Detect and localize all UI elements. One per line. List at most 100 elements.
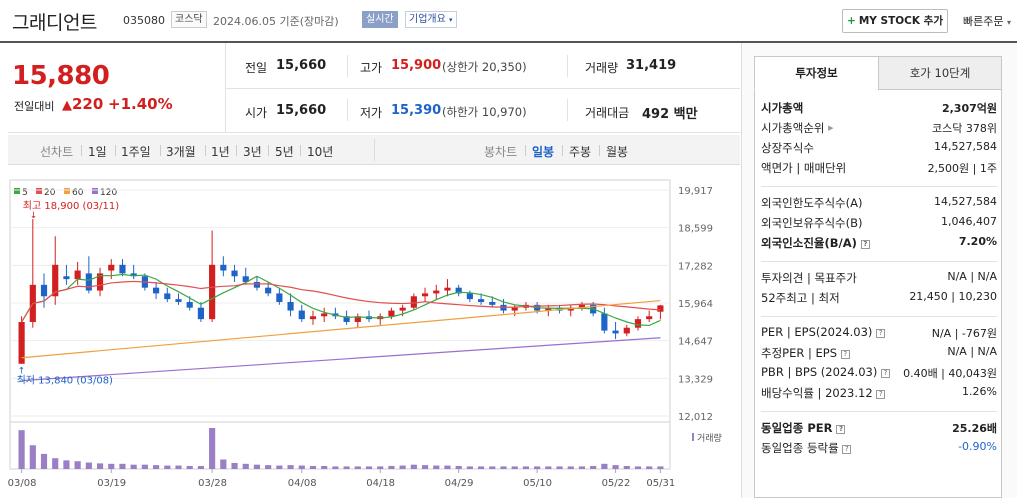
volume-bar: [455, 465, 462, 469]
period-5y[interactable]: 5년: [275, 145, 294, 159]
x-tick-label: 05/10: [523, 478, 552, 489]
legend-swatch: [14, 188, 20, 194]
volume-bar: [309, 465, 317, 469]
divider: [761, 261, 997, 262]
volume-bar: [164, 465, 171, 469]
info-key: 시가총액순위 ▶: [761, 120, 834, 136]
candle-body: [298, 310, 305, 320]
candle-daily[interactable]: 일봉: [532, 145, 555, 159]
candle-body: [242, 276, 249, 282]
candle-body: [63, 276, 70, 280]
volume-bar: [287, 465, 294, 469]
divider: [347, 55, 348, 77]
help-icon[interactable]: ?: [880, 369, 890, 378]
period-1d[interactable]: 1일: [88, 145, 107, 159]
up-triangle-icon: ▲: [62, 98, 72, 113]
company-overview-dropdown[interactable]: 기업개요 ▾: [405, 11, 457, 28]
volume-bar: [511, 466, 518, 469]
candle-body: [209, 264, 216, 320]
help-icon[interactable]: ?: [836, 425, 846, 434]
date-text: 2024.06.05 기준(장마감): [213, 15, 339, 28]
candle-chart-button[interactable]: 봉차트: [484, 145, 518, 159]
open-label: 시가: [245, 106, 268, 120]
info-key-text: 시가총액순위: [761, 121, 825, 135]
info-key: 배당수익률 | 2023.12 ?: [761, 385, 886, 401]
divider: [225, 88, 740, 89]
info-value: 14,527,584: [934, 140, 997, 153]
info-row-industry-change: 동일업종 등락률 ? -0.90%: [761, 440, 997, 458]
period-3y[interactable]: 3년: [243, 145, 262, 159]
period-10y[interactable]: 10년: [307, 145, 334, 159]
help-icon[interactable]: ?: [842, 445, 852, 454]
volume-value: 31,419: [626, 58, 677, 73]
info-value: 25.26배: [952, 422, 997, 435]
y-tick-label: 15,964: [678, 299, 713, 310]
tab-order-book[interactable]: 호가 10단계: [878, 56, 1002, 90]
tab-investment-info[interactable]: 투자정보: [754, 56, 879, 90]
candle-body: [74, 270, 81, 280]
candle-body: [96, 273, 104, 291]
divider: [347, 99, 348, 121]
info-key: 52주최고 | 최저: [761, 291, 840, 305]
volume-bar: [377, 466, 384, 469]
candle-body: [309, 316, 317, 320]
x-tick-label: 03/08: [8, 478, 36, 489]
info-key: 외국인보유주식수(B): [761, 216, 863, 230]
candle-body: [197, 307, 204, 320]
quick-order-label: 빠른주문: [963, 15, 1004, 28]
add-mystock-button[interactable]: + MY STOCK 추가: [842, 9, 948, 33]
candle-monthly[interactable]: 월봉: [606, 145, 629, 159]
divider: [160, 145, 161, 156]
stock-code: 035080: [123, 14, 165, 27]
volume-bar: [534, 466, 541, 469]
info-row-dividend: 배당수익률 | 2023.12 ? 1.26%: [761, 385, 997, 403]
volume-bar: [85, 462, 92, 469]
divider: [205, 145, 206, 156]
realtime-button[interactable]: 실시간: [362, 11, 398, 28]
volume-bar: [623, 465, 630, 469]
help-icon[interactable]: ?: [840, 350, 850, 359]
info-row-foreign-holding: 외국인보유주식수(B) 1,046,407: [761, 215, 997, 233]
candle-body: [646, 316, 653, 320]
period-1y[interactable]: 1년: [211, 145, 230, 159]
volume-bar: [52, 458, 59, 469]
line-chart-button[interactable]: 선차트: [40, 145, 74, 159]
chart-svg: 5 20 60 120 19,917 18,599 17,282 15,964 14,647 13…: [8, 179, 722, 489]
candle-body: [321, 313, 328, 317]
info-row-shares: 상장주식수 14,527,584: [761, 140, 997, 158]
divider: [115, 145, 116, 156]
volume-bar: [231, 462, 238, 469]
info-row-par-value: 액면가 | 매매단위 2,500원 | 1주: [761, 160, 997, 178]
period-1w[interactable]: 1주일: [121, 145, 151, 159]
divider: [300, 145, 301, 156]
candle-body: [410, 296, 417, 308]
chevron-down-icon: ▾: [449, 16, 453, 24]
help-icon[interactable]: ?: [860, 240, 870, 249]
candle-body: [399, 307, 406, 311]
triangle-right-icon: ▶: [828, 124, 834, 132]
info-value: 2,307억원: [941, 102, 997, 115]
prev-close-label: 전일: [245, 61, 268, 75]
candle-weekly[interactable]: 주봉: [569, 145, 592, 159]
info-key: 외국인한도주식수(A): [761, 196, 863, 210]
help-icon[interactable]: ?: [876, 390, 886, 399]
volume-bar: [108, 463, 115, 469]
volume-bar: [298, 465, 305, 469]
info-key: 동일업종 등락률 ?: [761, 440, 852, 456]
quick-order-dropdown[interactable]: 빠른주문 ▾: [963, 13, 1011, 29]
info-key: 외국인소진율(B/A) ?: [761, 235, 870, 251]
info-key-text: 배당수익률 | 2023.12: [761, 386, 873, 400]
chart-frame: [9, 179, 671, 470]
volume-bar: [410, 464, 417, 469]
candlestick-chart[interactable]: 5 20 60 120 19,917 18,599 17,282 15,964 14,647 13…: [8, 166, 740, 498]
add-mystock-label: MY STOCK 추가: [858, 15, 943, 27]
company-overview-label: 기업개요: [409, 14, 446, 25]
help-icon[interactable]: ?: [876, 329, 886, 338]
x-tick-label: 04/29: [445, 478, 474, 489]
period-3m[interactable]: 3개월: [166, 145, 196, 159]
volume-bar: [265, 465, 272, 469]
candle-body: [276, 293, 283, 302]
info-row-cap-rank[interactable]: 시가총액순위 ▶ 코스닥 378위: [761, 120, 997, 138]
low-value: 15,390: [391, 103, 442, 118]
